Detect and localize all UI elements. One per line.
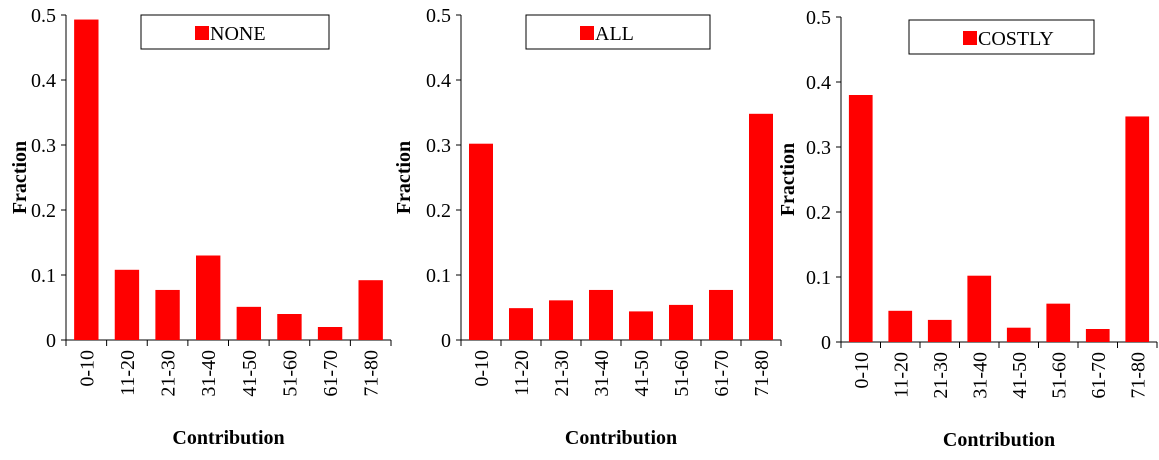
bar-31-40: [589, 289, 613, 340]
x-tick-label: 51-60: [1048, 352, 1070, 399]
bar-11-20: [114, 269, 140, 340]
x-tick-label: 11-20: [890, 352, 912, 398]
legend-label: COSTLY: [978, 28, 1054, 50]
legend-swatch: [580, 26, 594, 40]
bar-41-50: [1006, 327, 1031, 342]
x-tick-label: 71-80: [1127, 352, 1149, 399]
legend: NONE: [140, 14, 330, 50]
y-tick-label: 0.2: [426, 200, 451, 222]
legend-swatch: [195, 26, 209, 40]
y-tick-label: 0.3: [426, 135, 451, 157]
x-tick-label: 21-30: [551, 350, 573, 397]
y-tick-label: 0.5: [426, 5, 451, 27]
y-tick-label: 0.3: [31, 135, 56, 157]
chart-panel-3: 0 0.1 0.2 0.3 0.4 0.5 0-10 11-20 21-30 31-40 41-50…: [777, 7, 1158, 451]
x-tick-label: 0-10: [471, 350, 493, 387]
x-tick-label: 61-70: [1088, 352, 1110, 399]
bar-11-20: [509, 308, 533, 340]
bar-61-70: [709, 289, 733, 340]
y-tick-label: 0: [441, 330, 451, 352]
x-tick-label: 61-70: [711, 350, 733, 397]
x-tick-label: 31-40: [969, 352, 991, 399]
bar-51-60: [277, 314, 302, 340]
bar-31-40: [196, 255, 221, 340]
bar-31-40: [967, 275, 992, 342]
x-tick-label: 41-50: [1009, 352, 1031, 399]
x-axis-label: Contribution: [943, 429, 1055, 451]
chart-panel-2: 0 0.1 0.2 0.3 0.4 0.5 0-10 11-20 21-30 31-40 41-50…: [393, 5, 782, 449]
bar-71-80: [749, 113, 773, 340]
bar-61-70: [317, 327, 343, 340]
y-tick-label: 0.3: [806, 137, 831, 159]
legend-label: NONE: [210, 23, 266, 45]
bar-71-80: [358, 280, 383, 340]
y-axis-label: Fraction: [393, 141, 415, 214]
x-tick-label: 21-30: [158, 350, 180, 397]
bar-21-30: [927, 319, 952, 342]
y-axis-label: Fraction: [9, 141, 31, 214]
bar-41-50: [236, 306, 262, 340]
x-tick-label: 51-60: [279, 350, 301, 397]
bar-21-30: [155, 289, 180, 340]
x-tick-label: 41-50: [631, 350, 653, 397]
x-tick-label: 0-10: [76, 350, 98, 387]
bar-21-30: [549, 300, 573, 340]
y-tick-label: 0.1: [806, 267, 831, 289]
y-tick-label: 0.1: [426, 265, 451, 287]
bar-71-80: [1125, 116, 1150, 342]
x-axis-label: Contribution: [565, 427, 677, 449]
bar-0-10: [848, 95, 873, 342]
y-tick-label: 0: [46, 330, 56, 352]
x-tick-label: 11-20: [511, 350, 533, 396]
x-tick-label: 51-60: [671, 350, 693, 397]
legend: ALL: [525, 14, 711, 50]
bar-0-10: [469, 143, 493, 340]
bar-61-70: [1085, 329, 1110, 342]
legend-box: [140, 14, 330, 50]
bar-41-50: [629, 311, 653, 340]
y-tick-label: 0.5: [31, 5, 56, 27]
y-tick-label: 0.1: [31, 265, 56, 287]
y-tick-label: 0.4: [806, 72, 831, 94]
bar-51-60: [669, 304, 693, 340]
y-tick-label: 0: [821, 332, 831, 354]
x-axis-label: Contribution: [172, 427, 284, 449]
y-tick-label: 0.4: [426, 70, 451, 92]
x-tick-label: 0-10: [851, 352, 873, 389]
chart-panel-1: 0 0.1 0.2 0.3 0.4 0.5 0-10 11-20 21-30 31-40 41-50…: [9, 5, 392, 449]
y-tick-label: 0.2: [806, 202, 831, 224]
x-tick-label: 21-30: [930, 352, 952, 399]
x-tick-label: 71-80: [751, 350, 773, 397]
bar-0-10: [74, 19, 99, 341]
x-tick-label: 11-20: [117, 350, 139, 396]
legend-swatch: [963, 31, 977, 45]
x-tick-label: 61-70: [320, 350, 342, 397]
x-tick-label: 31-40: [198, 350, 220, 397]
bar-11-20: [888, 310, 913, 342]
y-tick-label: 0.4: [31, 70, 56, 92]
bar-51-60: [1046, 303, 1071, 342]
y-axis-label: Fraction: [777, 143, 799, 216]
legend-label: ALL: [595, 23, 634, 45]
y-tick-label: 0.5: [806, 7, 831, 29]
x-tick-label: 31-40: [591, 350, 613, 397]
legend: COSTLY: [908, 19, 1095, 55]
x-tick-label: 41-50: [239, 350, 261, 397]
y-tick-label: 0.2: [31, 200, 56, 222]
legend-box: [908, 19, 1095, 55]
legend-box: [525, 14, 711, 50]
x-tick-label: 71-80: [361, 350, 383, 397]
